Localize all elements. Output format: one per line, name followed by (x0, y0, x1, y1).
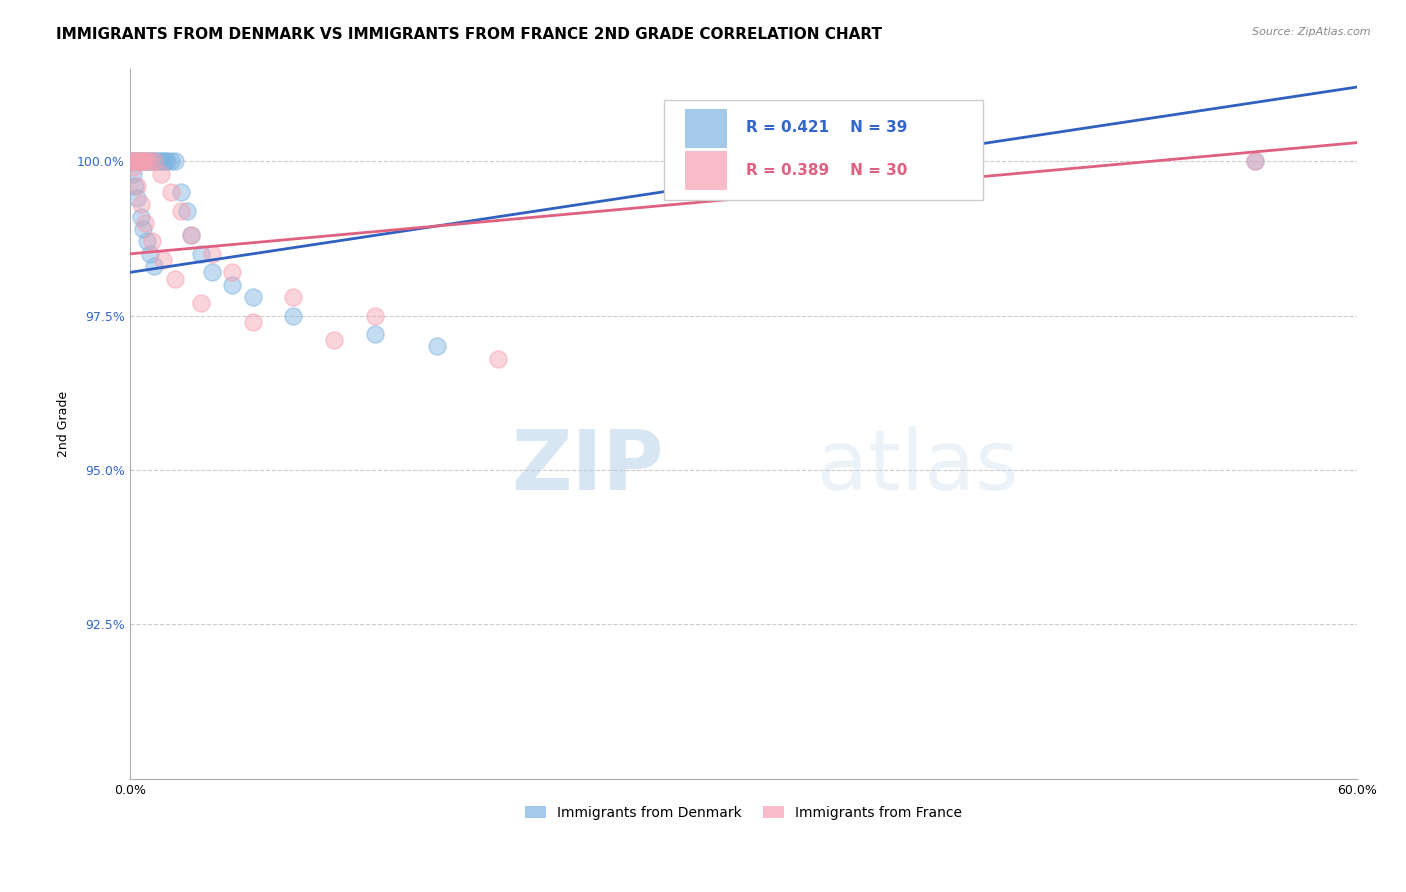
Point (141, 154, 163, 169)
Point (129, 154, 152, 169)
Point (364, 327, 387, 342)
Point (221, 277, 243, 292)
Point (159, 154, 181, 169)
Point (122, 167, 145, 181)
Point (159, 185, 181, 199)
Point (201, 265, 224, 279)
FancyBboxPatch shape (664, 101, 983, 200)
Point (125, 154, 148, 169)
Point (170, 203, 193, 218)
Point (1243, 154, 1265, 169)
Point (149, 167, 172, 181)
Point (132, 222, 155, 236)
Point (129, 197, 152, 211)
Point (486, 351, 509, 366)
Point (283, 309, 305, 323)
Point (180, 228, 202, 243)
Point (176, 203, 198, 218)
Point (131, 154, 153, 169)
Point (134, 216, 156, 230)
Point (143, 154, 166, 169)
Point (283, 290, 305, 304)
Point (136, 154, 159, 169)
Point (122, 161, 145, 175)
Point (426, 339, 449, 353)
Point (141, 235, 163, 249)
Point (148, 154, 170, 169)
Point (125, 191, 148, 205)
Point (121, 154, 143, 169)
Point (180, 228, 202, 243)
Point (153, 154, 176, 169)
Point (127, 154, 149, 169)
Point (152, 154, 174, 169)
Bar (685, 109, 727, 148)
Point (129, 154, 152, 169)
Point (121, 154, 143, 169)
Point (131, 154, 153, 169)
Point (190, 247, 212, 261)
Y-axis label: 2nd Grade: 2nd Grade (58, 391, 70, 457)
Point (139, 247, 162, 261)
Point (242, 315, 264, 329)
Text: Source: ZipAtlas.com: Source: ZipAtlas.com (1253, 27, 1371, 37)
Bar (685, 152, 727, 190)
Point (201, 247, 224, 261)
Point (145, 154, 167, 169)
Point (124, 178, 146, 193)
Text: R = 0.421    N = 39: R = 0.421 N = 39 (747, 120, 907, 136)
Point (125, 178, 148, 193)
Point (1243, 154, 1265, 169)
Point (323, 334, 346, 348)
Point (136, 235, 159, 249)
Point (156, 154, 179, 169)
Point (122, 154, 145, 169)
Point (170, 185, 193, 199)
Point (139, 154, 162, 169)
Point (135, 154, 157, 169)
Point (127, 154, 149, 169)
Text: atlas: atlas (817, 425, 1019, 507)
Point (143, 154, 166, 169)
Point (152, 252, 174, 267)
Point (125, 154, 148, 169)
Point (242, 290, 264, 304)
Legend: Immigrants from Denmark, Immigrants from France: Immigrants from Denmark, Immigrants from… (520, 800, 967, 825)
Point (163, 271, 186, 285)
Text: ZIP: ZIP (512, 425, 664, 507)
Point (221, 265, 243, 279)
Text: IMMIGRANTS FROM DENMARK VS IMMIGRANTS FROM FRANCE 2ND GRADE CORRELATION CHART: IMMIGRANTS FROM DENMARK VS IMMIGRANTS FR… (56, 27, 882, 42)
Point (129, 210, 152, 224)
Point (143, 259, 166, 273)
Point (139, 154, 162, 169)
Point (134, 154, 156, 169)
Point (190, 296, 212, 310)
Text: R = 0.389    N = 30: R = 0.389 N = 30 (747, 163, 907, 178)
Point (135, 154, 157, 169)
Point (122, 154, 145, 169)
Point (163, 154, 186, 169)
Point (134, 154, 156, 169)
Point (364, 309, 387, 323)
Point (149, 154, 172, 169)
